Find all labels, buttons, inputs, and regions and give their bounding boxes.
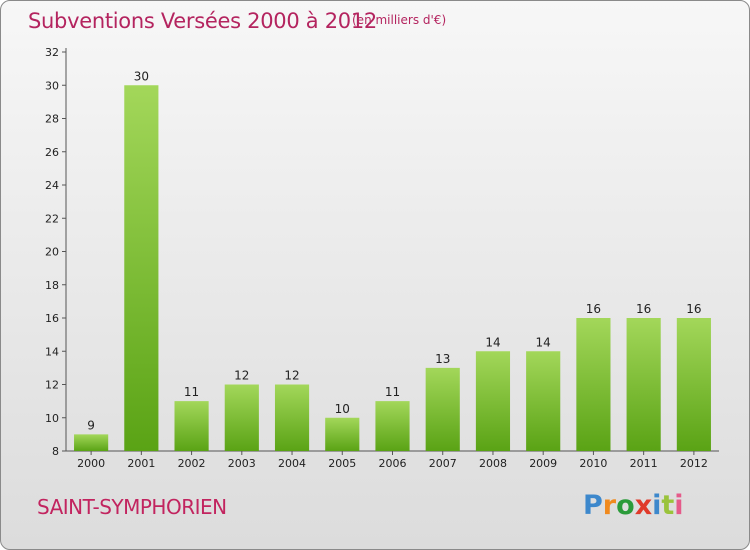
bar [325, 417, 360, 451]
bar-value-label: 10 [335, 402, 350, 416]
y-tick-label: 24 [45, 179, 59, 192]
bar [475, 351, 511, 451]
bar [626, 318, 661, 451]
x-tick-label: 2001 [127, 457, 155, 470]
bar-value-label: 11 [385, 385, 400, 399]
y-tick-label: 20 [45, 246, 59, 259]
bar [124, 85, 159, 451]
bar [425, 367, 460, 451]
bar [526, 351, 561, 451]
x-tick-label: 2003 [228, 457, 256, 470]
y-tick-label: 26 [45, 146, 59, 159]
x-tick-label: 2008 [479, 457, 507, 470]
bar [576, 318, 611, 451]
bar [74, 434, 109, 451]
logo-letter: P [583, 490, 603, 521]
bar-value-label: 12 [234, 369, 249, 383]
x-tick-label: 2012 [680, 457, 708, 470]
x-tick-label: 2006 [379, 457, 407, 470]
bar-value-label: 9 [87, 418, 95, 432]
x-tick-label: 2002 [178, 457, 206, 470]
bar-value-label: 16 [636, 302, 651, 316]
bar [274, 384, 310, 451]
y-tick-label: 30 [45, 79, 59, 92]
y-tick-label: 32 [45, 46, 59, 59]
x-tick-label: 2004 [278, 457, 306, 470]
logo-letter: i [652, 490, 662, 521]
y-tick-label: 8 [52, 445, 59, 458]
y-tick-label: 14 [45, 345, 59, 358]
y-tick-label: 10 [45, 412, 59, 425]
bar [375, 401, 410, 451]
logo-letter: o [616, 490, 635, 521]
x-tick-label: 2005 [328, 457, 356, 470]
bar-value-label: 13 [435, 352, 450, 366]
bar [174, 401, 209, 451]
bar [224, 384, 259, 451]
logo-letter: i [674, 490, 684, 521]
logo-letter: t [661, 490, 675, 521]
x-tick-label: 2010 [579, 457, 607, 470]
bar-value-label: 16 [586, 302, 601, 316]
chart-title: Subventions Versées 2000 à 2012 [28, 9, 377, 33]
bar [676, 318, 711, 451]
y-tick-label: 18 [45, 279, 59, 292]
y-tick-label: 12 [45, 379, 59, 392]
x-tick-label: 2009 [529, 457, 557, 470]
y-tick-label: 28 [45, 113, 59, 126]
x-tick-label: 2000 [77, 457, 105, 470]
proxiti-logo[interactable]: Proxiti [583, 490, 684, 521]
bar-value-label: 11 [184, 385, 199, 399]
y-tick-label: 22 [45, 212, 59, 225]
bar-value-label: 30 [134, 69, 149, 83]
logo-letter: r [602, 490, 617, 521]
chart-subtitle: (en milliers d'€) [352, 13, 447, 27]
logo-letter: x [634, 490, 653, 521]
bar-value-label: 14 [536, 335, 551, 349]
y-tick-label: 16 [45, 312, 59, 325]
commune-name: SAINT-SYMPHORIEN [37, 495, 227, 519]
x-tick-label: 2007 [429, 457, 457, 470]
bar-value-label: 12 [284, 369, 299, 383]
bar-value-label: 14 [485, 335, 500, 349]
x-tick-label: 2011 [630, 457, 658, 470]
bar-value-label: 16 [686, 302, 701, 316]
